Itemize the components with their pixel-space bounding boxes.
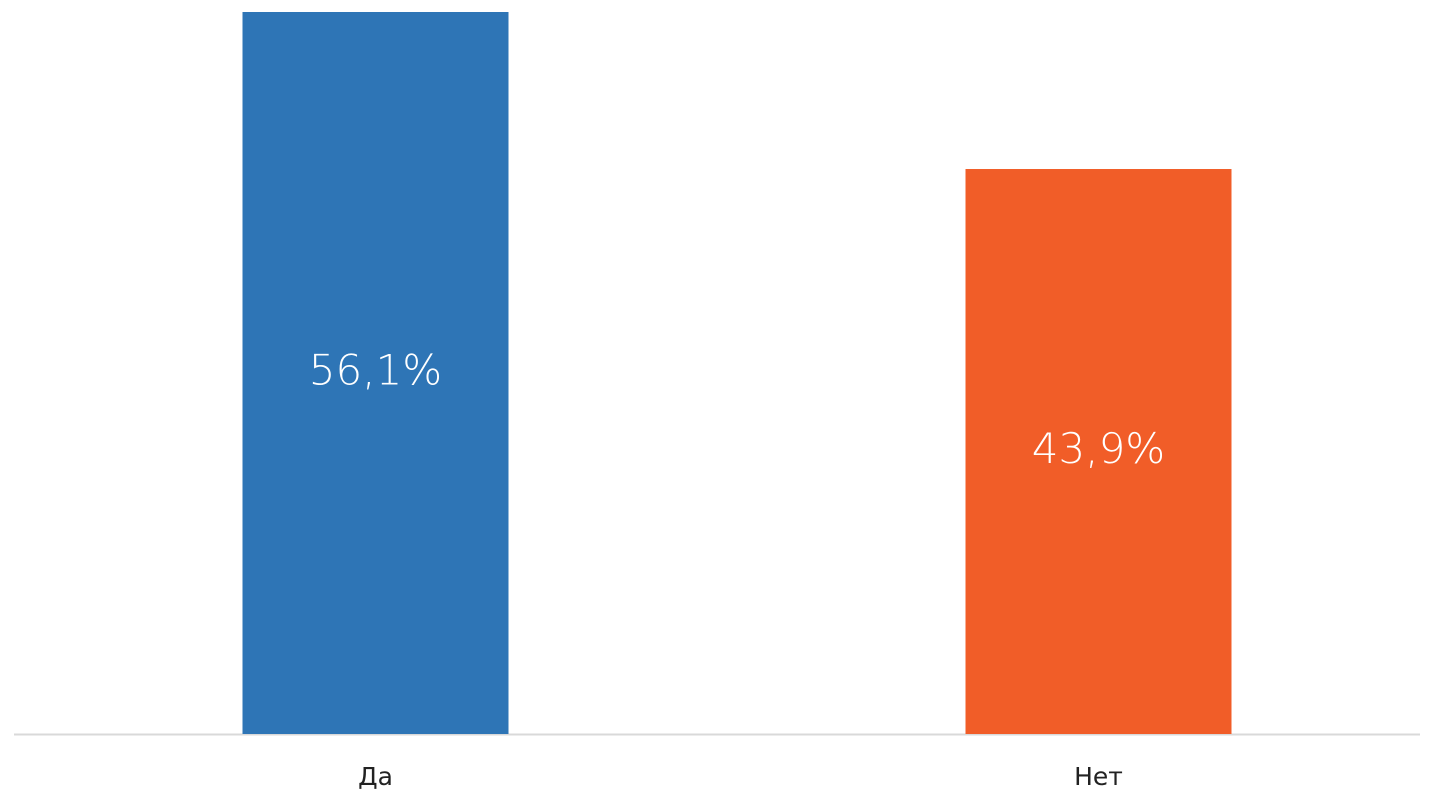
bar [242, 12, 509, 734]
bar [965, 169, 1232, 735]
x-tick-label: Нет [1074, 762, 1123, 791]
value-label: 56,1% [309, 346, 442, 395]
x-tick-label: Да [358, 762, 393, 791]
value-label: 43,9% [1032, 424, 1165, 473]
